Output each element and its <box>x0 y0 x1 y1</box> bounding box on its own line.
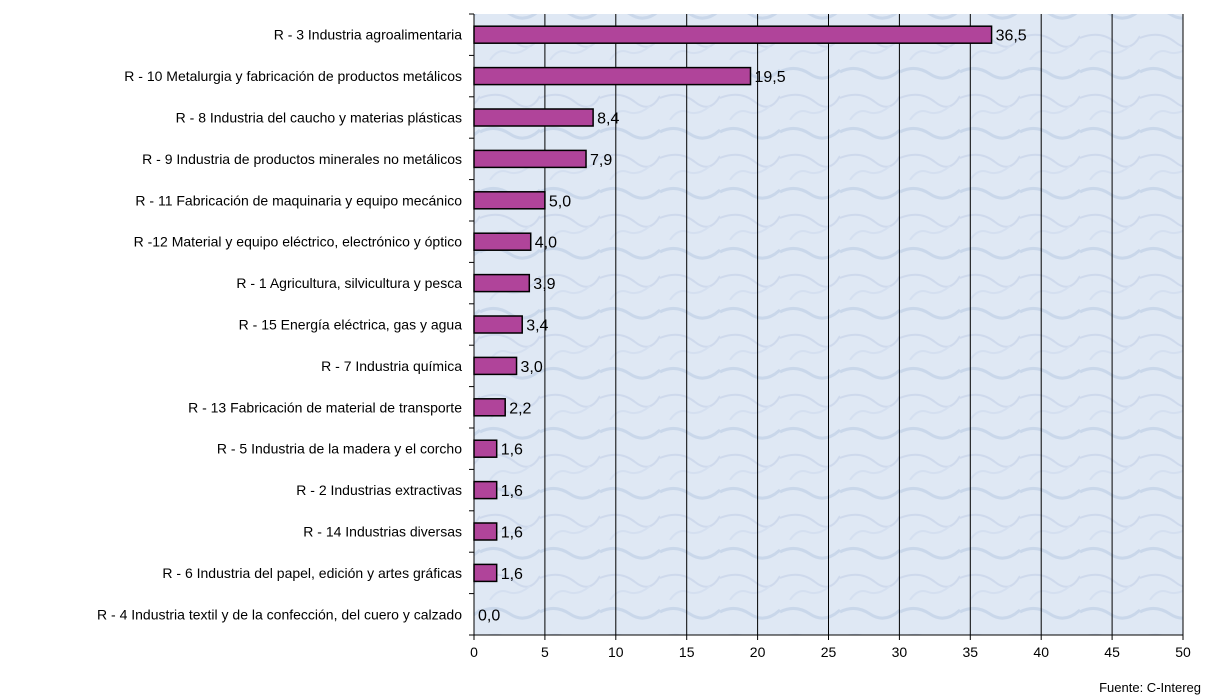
category-label: R - 8 Industria del caucho y materias pl… <box>176 110 462 126</box>
bar <box>473 149 587 169</box>
bar <box>473 232 532 251</box>
category-label: R - 15 Energía eléctrica, gas y agua <box>239 317 463 333</box>
bar <box>473 356 518 376</box>
x-tick-label: 10 <box>608 644 624 660</box>
category-label: R - 9 Industria de productos minerales n… <box>142 151 462 167</box>
x-tick-label: 45 <box>1104 644 1120 660</box>
x-tick-label: 5 <box>541 644 549 660</box>
value-label: 1,6 <box>501 483 523 500</box>
bar <box>473 273 531 293</box>
x-tick-label: 40 <box>1033 644 1049 660</box>
value-label: 3,9 <box>533 276 555 293</box>
bar <box>473 315 523 334</box>
bar <box>473 439 498 458</box>
source-note: Fuente: C-Intereg <box>1099 680 1201 695</box>
value-label: 36,5 <box>996 28 1027 45</box>
value-label: 3,4 <box>526 318 548 335</box>
bar <box>473 25 993 44</box>
value-label: 0,0 <box>478 607 500 624</box>
category-label: R - 11 Fabricación de maquinaria y equip… <box>135 192 462 208</box>
bar <box>473 522 498 541</box>
category-label: R - 4 Industria textil y de la confecció… <box>97 606 462 622</box>
bar <box>473 480 498 500</box>
x-tick-label: 0 <box>470 644 478 660</box>
category-label: R - 3 Industria agroalimentaria <box>274 27 463 43</box>
bars <box>473 25 993 583</box>
category-label: R - 14 Industrias diversas <box>303 524 462 540</box>
x-tick-label: 35 <box>963 644 979 660</box>
category-label: R - 7 Industria química <box>321 358 462 374</box>
value-label: 7,9 <box>590 152 612 169</box>
value-label: 1,6 <box>501 442 523 459</box>
bar <box>473 66 752 86</box>
category-label: R - 5 Industria de la madera y el corcho <box>217 441 462 457</box>
gridlines <box>544 14 1184 635</box>
category-label: R - 13 Fabricación de material de transp… <box>188 399 462 415</box>
x-tick-label: 20 <box>750 644 766 660</box>
category-labels: R - 3 Industria agroalimentaria R - 10 Me… <box>97 27 462 623</box>
category-label: R - 1 Agricultura, silvicultura y pesca <box>236 275 462 291</box>
value-label: 1,6 <box>501 525 523 542</box>
value-label: 3,0 <box>521 359 543 376</box>
bar <box>473 398 506 417</box>
category-label: R - 10 Metalurgia y fabricación de produ… <box>124 68 462 84</box>
value-label: 8,4 <box>597 111 619 128</box>
value-label: 19,5 <box>755 69 786 86</box>
x-tick-labels: 0 5 10 15 20 25 30 35 40 45 50 <box>470 635 1191 660</box>
bar <box>473 191 546 210</box>
category-label: R - 6 Industria del papel, edición y art… <box>162 565 462 581</box>
value-label: 2,2 <box>509 400 531 417</box>
x-tick-label: 50 <box>1175 644 1191 660</box>
category-label: R - 2 Industrias extractivas <box>296 482 462 498</box>
value-label: 5,0 <box>549 193 571 210</box>
category-label: R -12 Material y equipo eléctrico, elect… <box>134 234 463 250</box>
x-tick-label: 15 <box>679 644 695 660</box>
x-tick-label: 25 <box>821 644 837 660</box>
bar <box>473 563 498 583</box>
bar <box>473 108 594 127</box>
value-label: 1,6 <box>501 566 523 583</box>
x-tick-label: 30 <box>892 644 908 660</box>
value-labels: 36,5 19,5 8,4 7,9 5,0 4,0 3,9 3,4 3,0 2,2 1,6 1,6 1,… <box>478 28 1027 625</box>
value-label: 4,0 <box>535 235 557 252</box>
